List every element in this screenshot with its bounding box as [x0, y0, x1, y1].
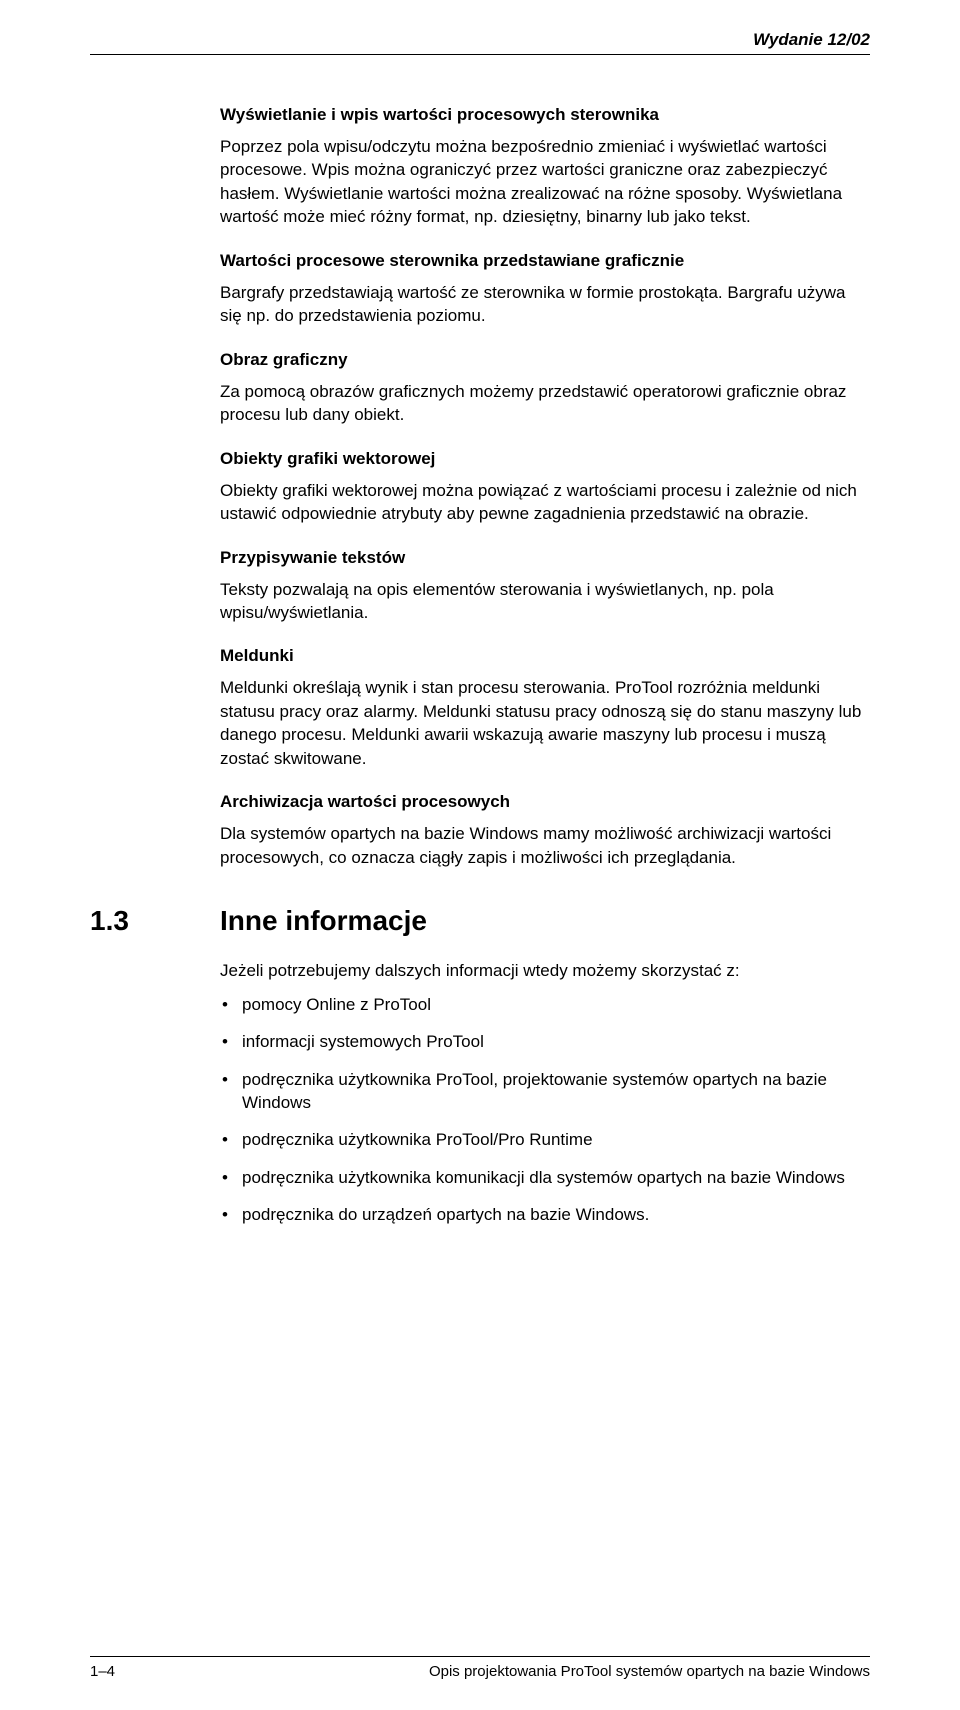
list-item: podręcznika użytkownika komunikacji dla …: [220, 1166, 870, 1189]
list-item: podręcznika użytkownika ProTool/Pro Runt…: [220, 1128, 870, 1151]
bullet-list: pomocy Online z ProTool informacji syste…: [220, 993, 870, 1227]
section-number: 1.3: [90, 905, 220, 937]
subheading-2: Wartości procesowe sterownika przedstawi…: [220, 251, 870, 271]
section-heading-row: 1.3 Inne informacje: [90, 905, 870, 937]
page-header: Wydanie 12/02: [90, 30, 870, 55]
paragraph-3: Za pomocą obrazów graficznych możemy prz…: [220, 380, 870, 427]
body-content: Wyświetlanie i wpis wartości procesowych…: [90, 105, 870, 869]
subheading-6: Meldunki: [220, 646, 870, 666]
paragraph-1: Poprzez pola wpisu/odczytu można bezpośr…: [220, 135, 870, 229]
subheading-4: Obiekty grafiki wektorowej: [220, 449, 870, 469]
section-intro: Jeżeli potrzebujemy dalszych informacji …: [220, 959, 870, 982]
subheading-7: Archiwizacja wartości procesowych: [220, 792, 870, 812]
document-page: Wydanie 12/02 Wyświetlanie i wpis wartoś…: [0, 0, 960, 1710]
edition-label: Wydanie 12/02: [753, 30, 870, 49]
list-item: podręcznika użytkownika ProTool, projekt…: [220, 1068, 870, 1115]
list-item: informacji systemowych ProTool: [220, 1030, 870, 1053]
list-item: podręcznika do urządzeń opartych na bazi…: [220, 1203, 870, 1226]
paragraph-2: Bargrafy przedstawiają wartość ze sterow…: [220, 281, 870, 328]
subheading-3: Obraz graficzny: [220, 350, 870, 370]
subheading-1: Wyświetlanie i wpis wartości procesowych…: [220, 105, 870, 125]
paragraph-4: Obiekty grafiki wektorowej można powiąza…: [220, 479, 870, 526]
list-item: pomocy Online z ProTool: [220, 993, 870, 1016]
paragraph-6: Meldunki określają wynik i stan procesu …: [220, 676, 870, 770]
footer-page-number: 1–4: [90, 1663, 115, 1680]
paragraph-5: Teksty pozwalają na opis elementów stero…: [220, 578, 870, 625]
footer-doc-title: Opis projektowania ProTool systemów opar…: [429, 1663, 870, 1680]
section-content: Jeżeli potrzebujemy dalszych informacji …: [90, 959, 870, 1227]
section-title: Inne informacje: [220, 905, 427, 937]
paragraph-7: Dla systemów opartych na bazie Windows m…: [220, 822, 870, 869]
page-footer: 1–4 Opis projektowania ProTool systemów …: [90, 1656, 870, 1680]
subheading-5: Przypisywanie tekstów: [220, 548, 870, 568]
